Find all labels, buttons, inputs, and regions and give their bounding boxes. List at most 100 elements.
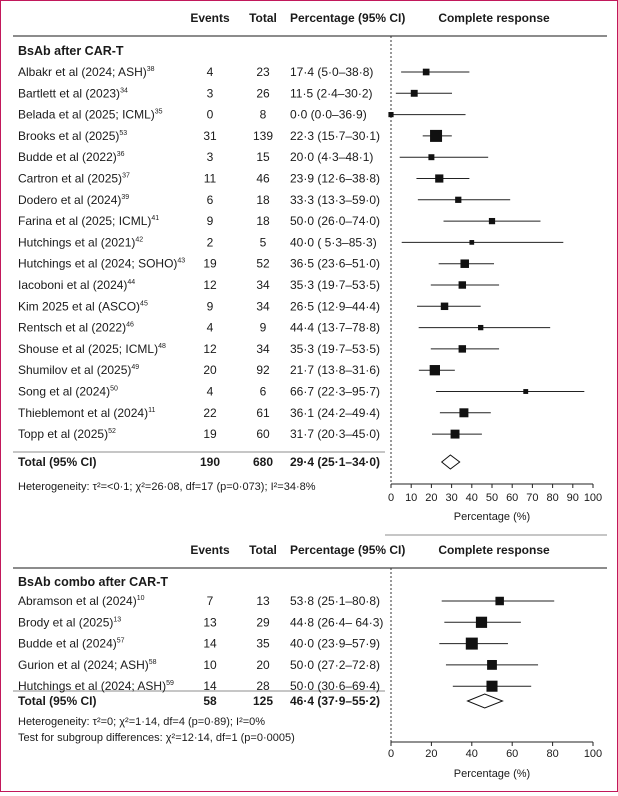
- study-percentage-ci: 44·4 (13·7–78·8): [290, 321, 380, 335]
- study-events: 6: [207, 193, 214, 207]
- study-events: 4: [207, 385, 214, 399]
- study-label: Hutchings et al (2024; SOHO)43: [18, 257, 185, 271]
- study-events: 14: [203, 679, 217, 693]
- point-estimate-marker: [440, 302, 449, 311]
- study-name: Shouse et al (2025; ICML): [18, 342, 158, 356]
- study-total: 28: [256, 679, 270, 693]
- study-label: Thieblemont et al (2024)11: [18, 406, 155, 420]
- study-events: 12: [203, 342, 217, 356]
- point-estimate-marker: [486, 680, 498, 692]
- study-events: 3: [207, 86, 214, 100]
- study-label: Gurion et al (2024; ASH)58: [18, 658, 157, 672]
- study-total: 29: [256, 615, 270, 629]
- x-tick-label: 90: [567, 492, 579, 504]
- study-events: 31: [203, 129, 217, 143]
- column-header-events: Events: [190, 543, 230, 557]
- study-total: 52: [256, 257, 270, 271]
- study-percentage-ci: 0·0 (0·0–36·9): [290, 108, 367, 122]
- study-total: 61: [256, 406, 270, 420]
- study-percentage-ci: 50·0 (26·0–74·0): [290, 214, 380, 228]
- study-name: Kim 2025 et al (ASCO): [18, 299, 140, 313]
- study-percentage-ci: 40·0 (23·9–57·9): [290, 637, 380, 651]
- study-total: 20: [256, 658, 270, 672]
- study-events: 14: [203, 637, 217, 651]
- study-name: Cartron et al (2025): [18, 172, 122, 186]
- study-percentage-ci: 35·3 (19·7–53·5): [290, 278, 380, 292]
- study-ref: 50: [110, 386, 118, 393]
- study-name: Hutchings et al (2024; SOHO): [18, 257, 177, 271]
- study-events: 19: [203, 427, 217, 441]
- heterogeneity-note: Test for subgroup differences: χ²=12·14,…: [18, 732, 295, 744]
- study-percentage-ci: 17·4 (5·0–38·8): [290, 65, 373, 79]
- study-events: 9: [207, 214, 214, 228]
- study-name: Belada et al (2025; ICML): [18, 108, 155, 122]
- study-ref: 35: [155, 109, 163, 116]
- study-percentage-ci: 31·7 (20·3–45·0): [290, 427, 380, 441]
- x-tick-label: 20: [425, 492, 437, 504]
- study-ref: 43: [177, 258, 185, 265]
- study-name: Dodero et al (2024): [18, 193, 121, 207]
- study-ref: 37: [122, 173, 130, 180]
- study-name: Albakr et al (2024; ASH): [18, 65, 147, 79]
- pooled-estimate-diamond: [440, 454, 461, 470]
- study-total: 35: [256, 637, 270, 651]
- study-total: 34: [256, 278, 270, 292]
- study-ref: 42: [135, 236, 143, 243]
- study-percentage-ci: 40·0 ( 5·3–85·3): [290, 235, 377, 249]
- study-label: Budde et al (2024)57: [18, 637, 125, 651]
- study-ref: 48: [158, 343, 166, 350]
- study-total: 18: [256, 193, 270, 207]
- study-name: Brooks et al (2025): [18, 129, 119, 143]
- study-name: Hutchings et al (2024; ASH): [18, 679, 166, 693]
- study-events: 3: [207, 150, 214, 164]
- study-label: Song et al (2024)50: [18, 385, 118, 399]
- study-total: 18: [256, 214, 270, 228]
- study-label: Hutchings et al (2021)42: [18, 235, 143, 249]
- point-estimate-marker: [495, 596, 504, 606]
- point-estimate-marker: [388, 112, 394, 118]
- study-total: 13: [256, 594, 270, 608]
- study-events: 12: [203, 278, 217, 292]
- x-tick-label: 10: [405, 492, 417, 504]
- study-name: Iacoboni et al (2024): [18, 278, 127, 292]
- point-estimate-marker: [459, 408, 469, 418]
- study-label: Hutchings et al (2024; ASH)59: [18, 679, 174, 693]
- study-label: Cartron et al (2025)37: [18, 172, 130, 186]
- study-label: Iacoboni et al (2024)44: [18, 278, 135, 292]
- study-events: 11: [204, 172, 217, 186]
- point-estimate-marker: [523, 389, 529, 394]
- study-total: 15: [256, 150, 270, 164]
- study-label: Belada et al (2025; ICML)35: [18, 108, 163, 122]
- study-total: 5: [260, 235, 267, 249]
- study-label: Topp et al (2025)52: [18, 427, 116, 441]
- section-title: BsAb after CAR-T: [18, 44, 124, 58]
- study-name: Abramson et al (2024): [18, 594, 137, 608]
- study-ref: 45: [140, 300, 148, 307]
- study-ref: 13: [113, 616, 121, 623]
- study-percentage-ci: 26·5 (12·9–44·4): [290, 299, 380, 313]
- study-ref: 58: [149, 659, 157, 666]
- study-events: 19: [203, 257, 217, 271]
- total-events: 190: [200, 455, 220, 469]
- point-estimate-marker: [422, 68, 430, 76]
- study-name: Thieblemont et al (2024): [18, 406, 148, 420]
- study-ref: 36: [117, 151, 125, 158]
- section-title: BsAb combo after CAR-T: [18, 575, 168, 589]
- study-label: Brody et al (2025)13: [18, 615, 121, 629]
- point-estimate-marker: [458, 345, 467, 353]
- study-total: 60: [256, 427, 270, 441]
- point-estimate-marker: [455, 196, 462, 203]
- point-estimate-marker: [430, 129, 443, 142]
- study-name: Topp et al (2025): [18, 427, 108, 441]
- column-header-total: Total: [249, 543, 277, 557]
- study-name: Shumilov et al (2025): [18, 363, 131, 377]
- study-name: Farina et al (2025; ICML): [18, 214, 151, 228]
- x-tick-label: 0: [388, 492, 394, 504]
- column-header-total: Total: [249, 11, 277, 25]
- study-total: 34: [256, 342, 270, 356]
- study-total: 46: [256, 172, 270, 186]
- point-estimate-marker: [478, 324, 484, 331]
- study-total: 92: [256, 363, 270, 377]
- study-percentage-ci: 20·0 (4·3–48·1): [290, 150, 373, 164]
